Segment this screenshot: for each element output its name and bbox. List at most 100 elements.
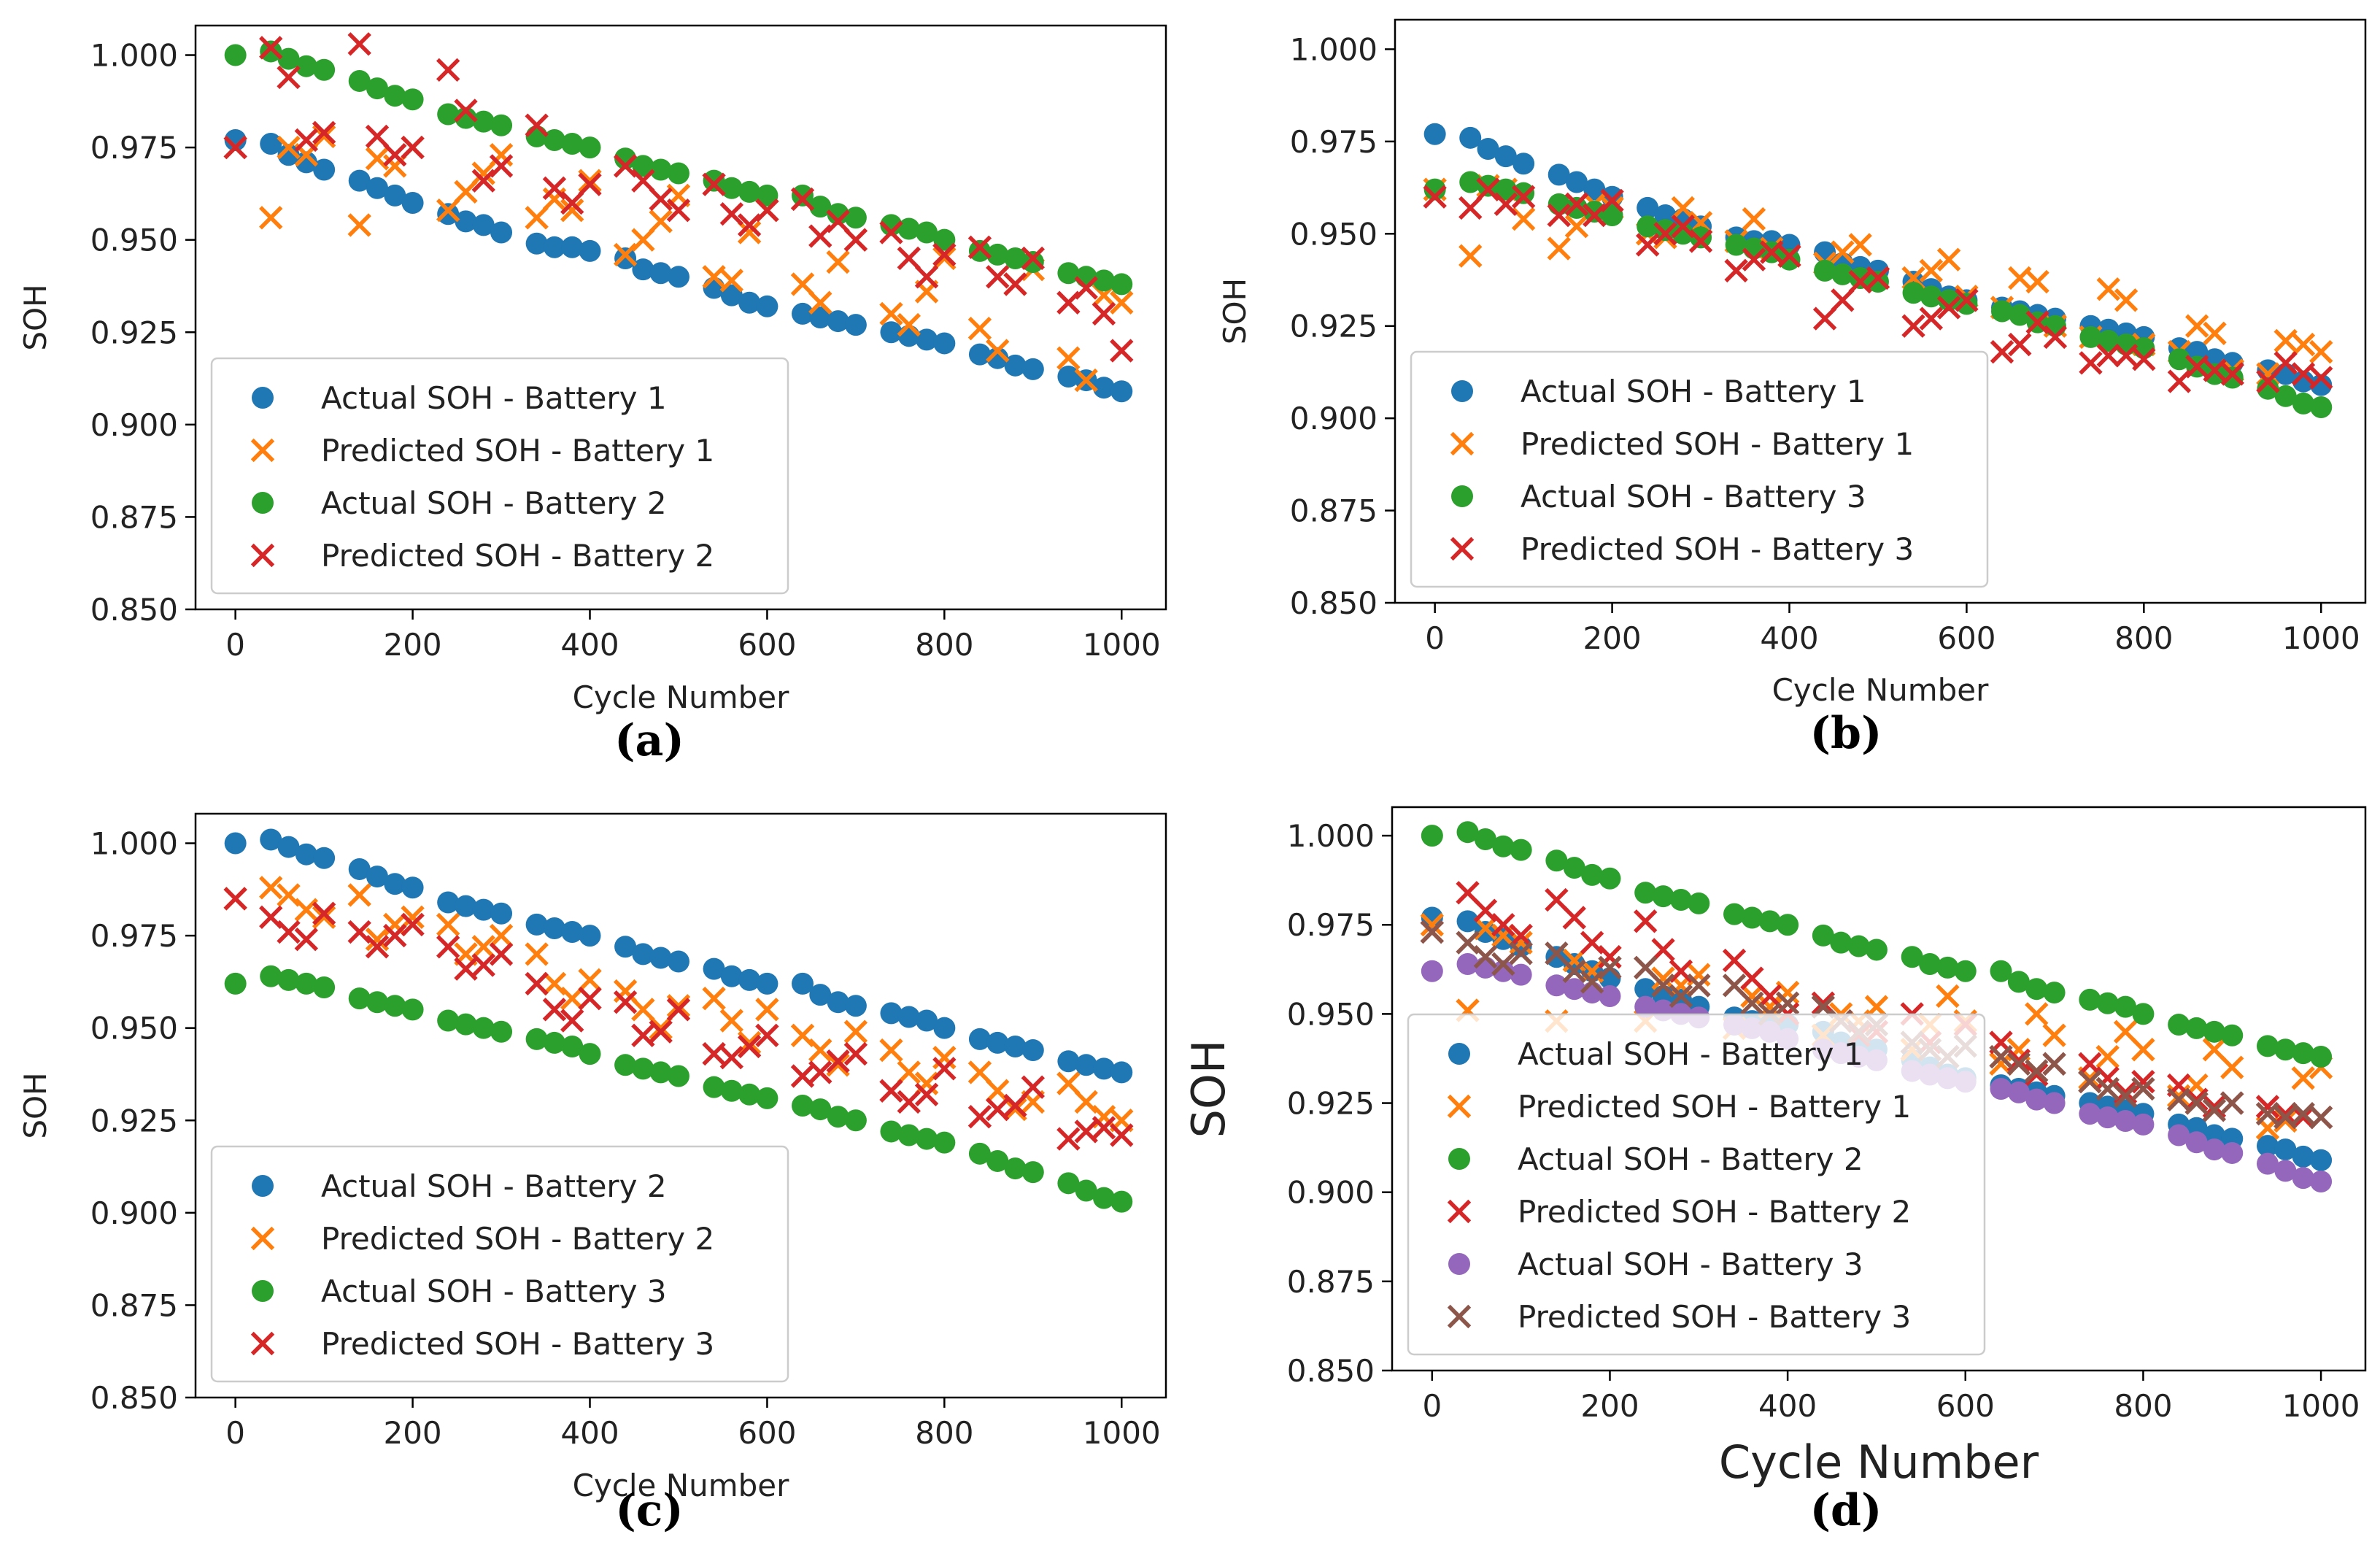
data-point [2167, 369, 2192, 393]
data-point [1637, 215, 1659, 238]
data-point [1110, 1123, 1134, 1147]
data-point [1936, 984, 1960, 1009]
data-point [383, 923, 407, 948]
data-point [1545, 849, 1568, 872]
data-point [1057, 1050, 1080, 1073]
panel-c: 0 200 400 600 800 1000 0.850 0.875 0.900 0.925 0.9… [18, 812, 1167, 1536]
data-point [2168, 1124, 2190, 1146]
data-point [579, 136, 601, 159]
data-point [1512, 182, 1535, 204]
data-point [224, 832, 247, 855]
data-point [1545, 941, 1569, 965]
data-point [2184, 1087, 2209, 1111]
data-point [1830, 931, 1852, 954]
data-point [437, 891, 460, 914]
data-point [295, 151, 317, 174]
data-point [1004, 354, 1027, 377]
legend-marker [250, 543, 275, 568]
data-point [2131, 1038, 2155, 1062]
legend-entry: Actual SOH - Battery 2 [321, 1168, 667, 1204]
data-point [1476, 177, 1500, 201]
y-tick-label: 0.875 [90, 499, 178, 535]
data-point [1920, 285, 1942, 308]
data-point [2256, 1152, 2279, 1175]
data-point [792, 1095, 814, 1117]
data-point [1831, 288, 1855, 312]
data-point [277, 968, 300, 991]
data-point [631, 1023, 655, 1047]
data-point [1473, 916, 1498, 941]
legend-entry: Actual SOH - Battery 1 [321, 380, 667, 416]
data-point [384, 995, 406, 1017]
data-point [1420, 920, 1445, 944]
data-point [2273, 1105, 2298, 1130]
data-point [738, 180, 761, 203]
data-point [2185, 355, 2209, 379]
data-point [2221, 1141, 2244, 1164]
data-point [649, 1061, 672, 1084]
data-point [986, 1149, 1009, 1172]
data-point [1004, 1157, 1027, 1180]
data-point [2256, 1035, 2279, 1057]
legend-marker [250, 1226, 275, 1251]
data-point [1056, 290, 1081, 315]
data-point [1562, 906, 1586, 930]
data-point [737, 220, 762, 244]
data-point [1599, 984, 1621, 1007]
data-point [277, 65, 301, 90]
y-tick-label: 0.850 [90, 1380, 178, 1416]
data-point [2025, 310, 2049, 334]
x-tick-label: 800 [915, 627, 973, 663]
data-point [1848, 233, 1872, 257]
data-point [2132, 347, 2156, 371]
data-point [1092, 377, 1115, 399]
data-point [437, 1009, 460, 1032]
data-point [2291, 1105, 2315, 1130]
data-point [1600, 188, 1624, 212]
legend-entry: Predicted SOH - Battery 2 [321, 538, 714, 574]
legend-marker [1448, 1148, 1470, 1170]
data-point [542, 176, 567, 200]
data-point [932, 1057, 957, 1081]
data-point [1565, 196, 1588, 219]
data-point [2292, 370, 2314, 393]
data-point [1003, 1093, 1027, 1118]
data-point [578, 968, 602, 993]
data-point [1654, 219, 1677, 242]
data-point [1866, 271, 1889, 293]
y-tick-label: 0.900 [90, 407, 178, 443]
data-point [2185, 1017, 2208, 1039]
data-point [1021, 1075, 1046, 1099]
data-point [542, 971, 567, 996]
data-point [2078, 1070, 2102, 1094]
y-tick-label: 0.850 [1287, 1353, 1375, 1389]
data-point [401, 876, 424, 899]
data-point [844, 207, 867, 229]
legend-marker [252, 492, 274, 514]
data-point [1989, 1052, 2013, 1076]
data-point [1581, 863, 1604, 886]
panel-caption: (c) [615, 1485, 683, 1536]
x-tick-label: 1000 [1083, 627, 1161, 663]
data-point [1865, 938, 1888, 961]
data-point [1919, 258, 1944, 283]
x-tick-label: 800 [2114, 1388, 2172, 1424]
data-point [879, 1038, 903, 1063]
data-point [366, 991, 388, 1014]
data-point [1474, 828, 1496, 850]
data-point [879, 1079, 903, 1103]
panel-caption: (b) [1810, 708, 1882, 759]
data-point [1494, 145, 1517, 168]
data-point [1671, 196, 1695, 220]
data-point [490, 1020, 513, 1043]
data-point [720, 177, 743, 199]
data-point [1545, 946, 1568, 968]
data-point [738, 1083, 761, 1106]
legend-marker [250, 438, 275, 463]
y-tick-label: 1.000 [1287, 818, 1375, 854]
data-point [916, 328, 938, 351]
data-point [2096, 277, 2120, 301]
data-point [1831, 240, 1855, 264]
data-point [2043, 325, 2068, 350]
data-point [790, 1064, 815, 1088]
